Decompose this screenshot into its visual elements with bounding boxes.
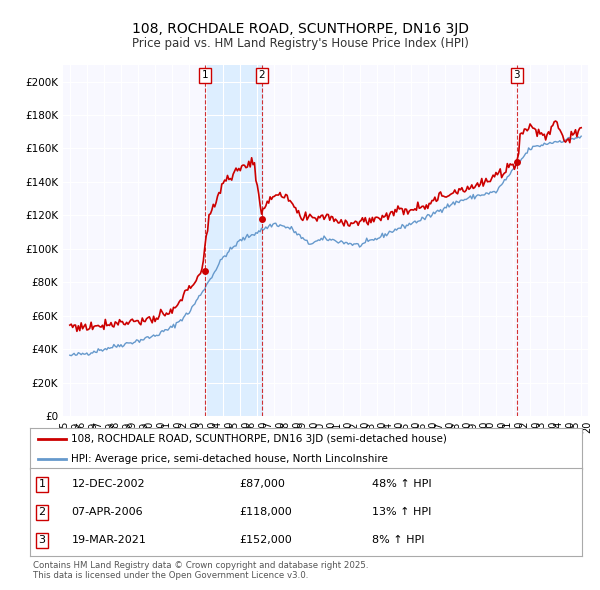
Text: Contains HM Land Registry data © Crown copyright and database right 2025.
This d: Contains HM Land Registry data © Crown c… <box>33 560 368 580</box>
Text: 108, ROCHDALE ROAD, SCUNTHORPE, DN16 3JD: 108, ROCHDALE ROAD, SCUNTHORPE, DN16 3JD <box>131 22 469 36</box>
Text: 2: 2 <box>259 70 265 80</box>
Text: Price paid vs. HM Land Registry's House Price Index (HPI): Price paid vs. HM Land Registry's House … <box>131 37 469 50</box>
Text: 1: 1 <box>38 479 46 489</box>
Text: £152,000: £152,000 <box>240 535 293 545</box>
Text: 2: 2 <box>38 507 46 517</box>
Text: 8% ↑ HPI: 8% ↑ HPI <box>372 535 425 545</box>
Text: 19-MAR-2021: 19-MAR-2021 <box>71 535 146 545</box>
Text: 3: 3 <box>38 535 46 545</box>
Text: 1: 1 <box>202 70 209 80</box>
Text: £87,000: £87,000 <box>240 479 286 489</box>
Text: 3: 3 <box>513 70 520 80</box>
Text: 07-APR-2006: 07-APR-2006 <box>71 507 143 517</box>
Text: 108, ROCHDALE ROAD, SCUNTHORPE, DN16 3JD (semi-detached house): 108, ROCHDALE ROAD, SCUNTHORPE, DN16 3JD… <box>71 434 447 444</box>
Bar <box>205 65 262 416</box>
Text: HPI: Average price, semi-detached house, North Lincolnshire: HPI: Average price, semi-detached house,… <box>71 454 388 464</box>
Text: 12-DEC-2002: 12-DEC-2002 <box>71 479 145 489</box>
Text: £118,000: £118,000 <box>240 507 293 517</box>
Text: 48% ↑ HPI: 48% ↑ HPI <box>372 479 432 489</box>
Text: 13% ↑ HPI: 13% ↑ HPI <box>372 507 431 517</box>
